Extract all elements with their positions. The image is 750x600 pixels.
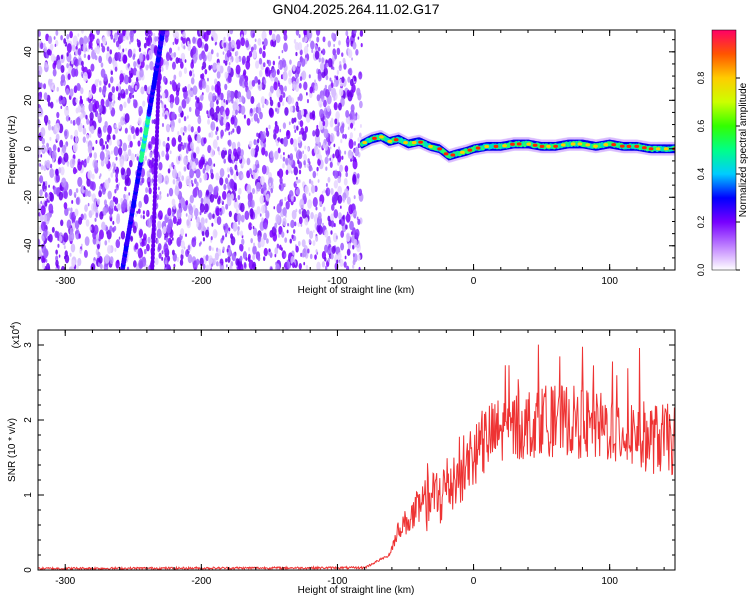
colorbar-ticks: 0.0 0.2 0.4 0.6 0.8 [696,72,740,277]
colorbar-tick-label: 0.4 [696,168,706,181]
svg-text:(x104): (x104) [10,322,22,349]
spectrogram-x-tick-label: -200 [191,276,211,287]
snr-x-ticks: -300 -200 -100 0 100 [37,330,665,587]
spectrogram-x-tick-label: 100 [601,276,618,287]
colorbar-tick-label: 0.0 [696,264,706,277]
spectrogram-x-tick-label: -300 [55,276,75,287]
spectrogram-y-tick-label: 40 [23,46,34,58]
spectrogram-frame [37,29,676,271]
colorbar-gradient [711,29,737,271]
spectrogram-x-tick-label: -100 [327,276,347,287]
spectrogram-y-tick-label: 20 [23,94,34,106]
spectrogram-y-tick-label: -40 [23,238,34,253]
colorbar-tick-label: 0.8 [696,72,706,85]
snr-multiplier-exp: 4 [10,325,17,329]
snr-x-label: Height of straight line (km) [298,585,415,596]
colorbar: 0.0 0.2 0.4 0.6 0.8 Normalized spectral ampl… [696,29,749,277]
snr-panel: -300 -200 -100 0 100 0 1 2 3 Height of straight… [7,322,676,596]
snr-y-tick-label: 0 [23,567,34,573]
snr-x-tick-label: 100 [601,576,618,587]
snr-y-tick-label: 1 [23,492,34,498]
snr-y-label: SNR (10 * v/v) [7,418,18,482]
spectrogram-heatmap [38,30,675,270]
spectrogram-x-ticks: -300 -200 -100 0 100 [37,30,665,287]
spectrogram-y-tick-label: -20 [23,190,34,205]
snr-x-tick-label: -300 [55,576,75,587]
snr-multiplier-base: (x10 [11,328,22,348]
spectrogram-x-label: Height of straight line (km) [298,285,415,296]
spectrogram-y-tick-label: 0 [23,146,34,152]
snr-x-tick-label: -100 [327,576,347,587]
colorbar-label: Normalized spectral amplitude [738,82,749,217]
snr-y-tick-label: 2 [23,417,34,423]
spectrogram-y-label: Frequency (Hz) [7,116,18,185]
snr-x-tick-label: -200 [191,576,211,587]
colorbar-tick-label: 0.2 [696,216,706,229]
spectrogram-y-ticks: -40 -20 0 20 40 [23,39,675,271]
snr-y-ticks: 0 1 2 3 [23,329,675,573]
spectrogram-x-tick-label: 0 [471,276,477,287]
page-title: GN04.2025.264.11.02.G17 [272,1,439,17]
snr-y-tick-label: 3 [23,342,34,348]
colorbar-tick-label: 0.6 [696,120,706,133]
snr-multiplier: (x104) [10,322,22,349]
snr-x-tick-label: 0 [471,576,477,587]
snr-series-line [38,344,675,570]
